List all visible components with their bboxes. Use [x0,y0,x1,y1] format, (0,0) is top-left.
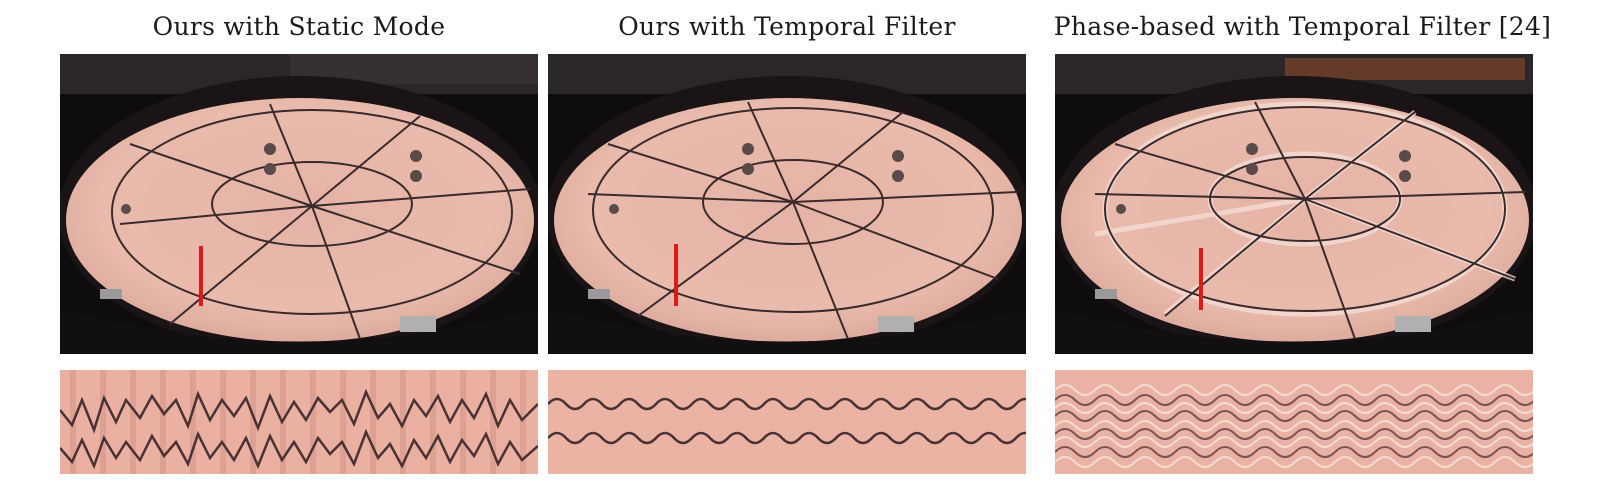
drum-photo-temporal-filter [548,54,1026,354]
drum-photo-phase-based [1055,54,1533,354]
column-title-temporal-filter: Ours with Temporal Filter [618,12,956,41]
column-title-phase-based: Phase-based with Temporal Filter [24] [1053,12,1552,41]
column-title-static-mode: Ours with Static Mode [152,12,446,41]
spacetime-slice-static-mode [60,370,538,474]
spacetime-slice-temporal-filter [548,370,1026,474]
drum-photo-static-mode [60,54,538,354]
spacetime-slice-phase-based [1055,370,1533,474]
